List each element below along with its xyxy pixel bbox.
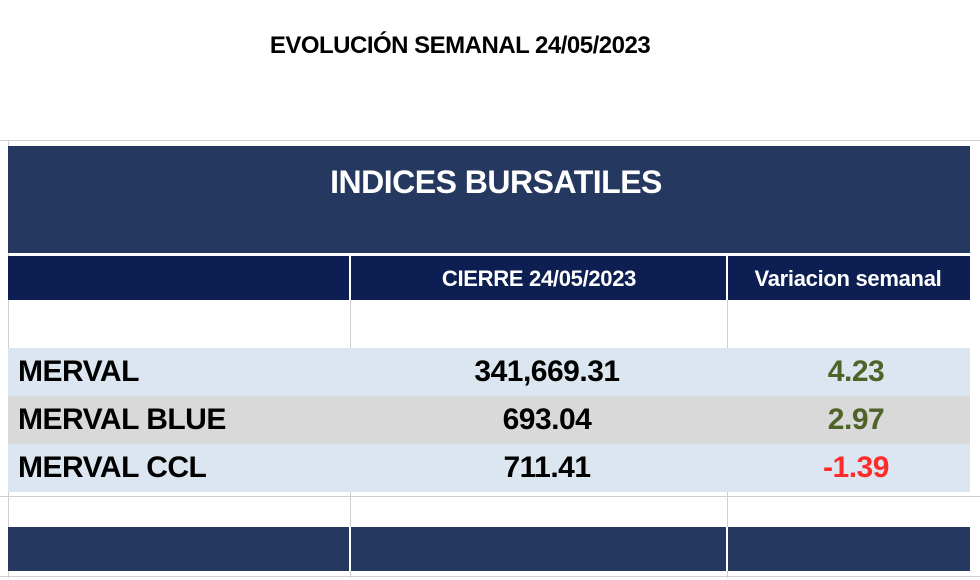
index-name: MERVAL BLUE xyxy=(18,403,226,436)
weekly-change: 4.23 xyxy=(827,355,885,388)
close-value: 341,669.31 xyxy=(474,355,620,388)
column-separator xyxy=(726,527,728,571)
weekly-change: -1.39 xyxy=(823,451,889,484)
index-name: MERVAL xyxy=(18,355,139,388)
table-row: MERVAL 341,669.31 4.23 xyxy=(8,348,970,396)
column-separator xyxy=(349,527,351,571)
column-separator xyxy=(726,256,728,300)
grid-line xyxy=(0,140,980,141)
column-header-row xyxy=(8,256,970,300)
column-header-close: CIERRE 24/05/2023 xyxy=(441,266,637,291)
grid-line xyxy=(0,496,980,497)
table-row: MERVAL CCL 711.41 -1.39 xyxy=(8,444,970,492)
column-separator xyxy=(349,256,351,300)
page-title: EVOLUCIÓN SEMANAL 24/05/2023 xyxy=(269,32,651,59)
close-value: 711.41 xyxy=(503,451,591,484)
table-footer-bar xyxy=(8,527,970,571)
table-title: INDICES BURSATILES xyxy=(330,164,662,200)
table-title-block xyxy=(8,146,970,253)
weekly-change: 2.97 xyxy=(827,403,885,436)
close-value: 693.04 xyxy=(502,403,592,436)
table-row: MERVAL BLUE 693.04 2.97 xyxy=(8,396,970,444)
index-name: MERVAL CCL xyxy=(18,451,207,484)
column-header-change: Variacion semanal xyxy=(754,266,942,291)
grid-line xyxy=(0,576,980,577)
